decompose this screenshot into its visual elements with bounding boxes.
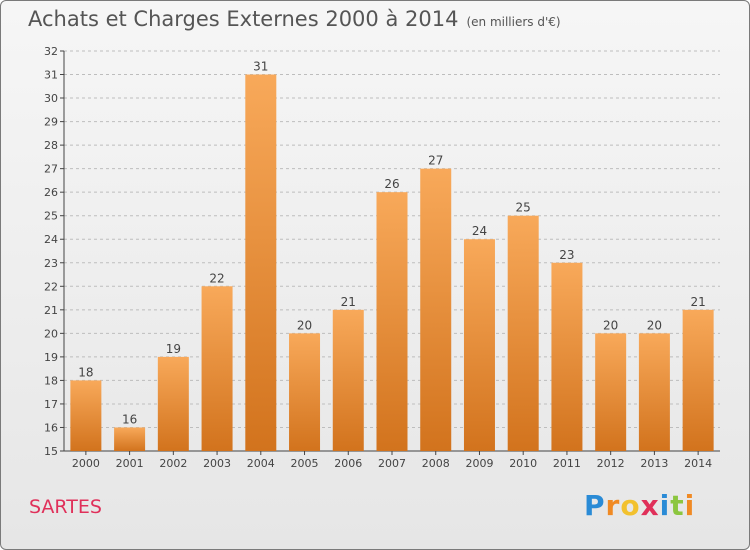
chart-title-text: Achats et Charges Externes 2000 à 2014: [28, 7, 459, 31]
y-tick-label: 18: [44, 374, 58, 387]
bar: [201, 286, 233, 451]
y-tick-label: 24: [44, 233, 58, 246]
bar-value-label: 20: [603, 318, 618, 332]
y-tick-label: 32: [44, 45, 58, 58]
y-tick-label: 31: [44, 69, 58, 82]
bar: [114, 427, 146, 451]
y-tick-label: 21: [44, 304, 58, 317]
bars: [70, 74, 714, 452]
x-tick-label: 2013: [640, 457, 668, 470]
bar: [245, 74, 277, 451]
y-tick-label: 26: [44, 186, 58, 199]
bar: [551, 262, 583, 451]
bar-value-label: 20: [297, 318, 312, 332]
logo-letter: i: [659, 489, 671, 522]
logo-letter: P: [584, 489, 606, 522]
x-tick-label: 2010: [509, 457, 537, 470]
bar: [157, 356, 189, 451]
bar-value-label: 31: [253, 60, 268, 74]
bar: [289, 333, 321, 451]
y-tick-label: 22: [44, 280, 58, 293]
y-tick-label: 28: [44, 139, 58, 152]
bar: [420, 168, 452, 451]
bar: [638, 333, 670, 451]
bar-value-label: 21: [341, 295, 356, 309]
bar-value-label: 20: [647, 318, 662, 332]
chart-subtitle: (en milliers d'€): [466, 15, 561, 29]
x-tick-label: 2007: [378, 457, 406, 470]
bar-value-label: 26: [384, 177, 399, 191]
y-tick-label: 25: [44, 210, 58, 223]
bar: [507, 215, 539, 451]
y-tick-label: 20: [44, 327, 58, 340]
chart-title: Achats et Charges Externes 2000 à 2014 (e…: [28, 7, 561, 31]
x-tick-label: 2012: [597, 457, 625, 470]
y-tick-label: 19: [44, 351, 58, 364]
bar-value-label: 24: [472, 224, 487, 238]
y-tick-label: 15: [44, 445, 58, 458]
y-tick-label: 17: [44, 398, 58, 411]
labels: 15 16 17 18 19 20 21 22 23 24 25 26 27 28 29 30 31 32 18 20…: [44, 45, 712, 470]
bar-value-label: 25: [516, 201, 531, 215]
bar-value-label: 27: [428, 154, 443, 168]
x-tick-label: 2011: [553, 457, 581, 470]
logo-letter: i: [684, 489, 696, 522]
logo-letter: t: [670, 489, 685, 522]
logo-letter: o: [620, 489, 641, 522]
x-tick-label: 2009: [465, 457, 493, 470]
x-tick-label: 2004: [247, 457, 275, 470]
bar: [70, 380, 102, 451]
bar-value-label: 22: [209, 271, 224, 285]
bar: [376, 192, 408, 452]
bar: [463, 239, 495, 451]
y-tick-label: 27: [44, 163, 58, 176]
x-tick-label: 2000: [72, 457, 100, 470]
bar: [682, 309, 714, 451]
bar-value-label: 21: [690, 295, 705, 309]
x-tick-label: 2002: [159, 457, 187, 470]
proxiti-logo[interactable]: Proxiti: [584, 489, 695, 522]
y-tick-label: 16: [44, 421, 58, 434]
x-tick-label: 2001: [116, 457, 144, 470]
bar-value-label: 18: [78, 365, 93, 379]
logo-letter: x: [640, 489, 660, 522]
commune-name: SARTES: [29, 496, 102, 518]
x-tick-label: 2005: [291, 457, 319, 470]
bar-value-label: 23: [559, 248, 574, 262]
x-tick-label: 2003: [203, 457, 231, 470]
bar-value-label: 19: [166, 342, 181, 356]
y-tick-label: 23: [44, 257, 58, 270]
x-tick-label: 2006: [334, 457, 362, 470]
logo-letter: r: [605, 489, 621, 522]
x-tick-label: 2008: [422, 457, 450, 470]
bar-value-label: 16: [122, 412, 137, 426]
bar: [595, 333, 627, 451]
y-tick-label: 29: [44, 116, 58, 129]
y-tick-label: 30: [44, 92, 58, 105]
bar: [332, 309, 364, 451]
x-tick-label: 2014: [684, 457, 712, 470]
